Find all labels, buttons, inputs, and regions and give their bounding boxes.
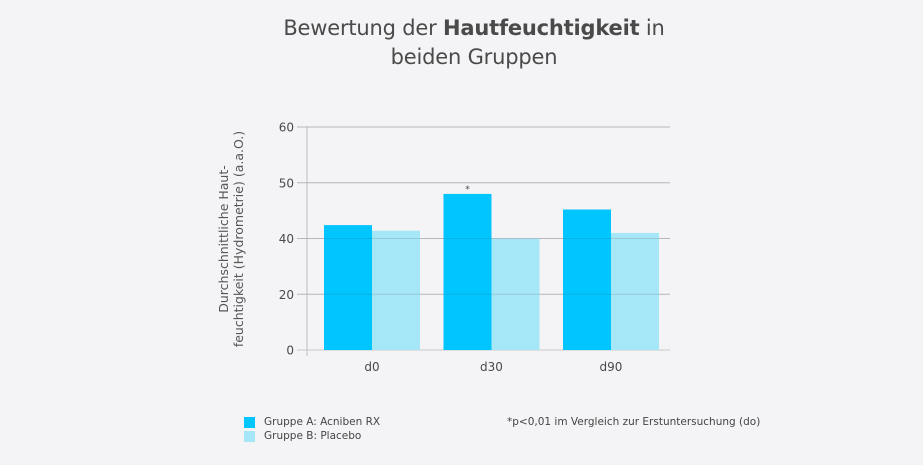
legend-item-a: Gruppe A: Acniben RX	[244, 415, 380, 429]
legend-label-a: Gruppe A: Acniben RX	[264, 416, 381, 428]
bar-d90-a	[563, 209, 611, 350]
x-tick-label: d90	[600, 360, 623, 374]
legend-item-b: Gruppe B: Placebo	[244, 429, 380, 443]
bar-d0-b	[372, 230, 420, 350]
legend-swatch-b	[244, 430, 255, 442]
y-tick-label: 0	[286, 344, 294, 358]
title-bold: Hautfeuchtigkeit	[443, 16, 640, 40]
y-tick-label: 50	[279, 176, 294, 190]
title-suffix: in	[639, 16, 665, 40]
legend-label-b: Gruppe B: Placebo	[264, 430, 362, 442]
chart-title: Bewertung der Hautfeuchtigkeit in beiden…	[0, 14, 923, 72]
bar-d30-b	[491, 238, 540, 350]
x-tick-label: d0	[364, 360, 379, 374]
bar-d30-a	[443, 193, 492, 350]
title-prefix: Bewertung der	[283, 16, 444, 40]
title-line2: beiden Gruppen	[390, 45, 558, 69]
bar-d0-a	[324, 225, 372, 350]
legend-swatch-a	[244, 416, 255, 428]
y-tick-label: 20	[279, 288, 294, 302]
y-tick-label: 60	[279, 121, 294, 135]
bar-d90-b	[611, 232, 659, 350]
x-tick-label: d30	[480, 360, 503, 374]
legend: Gruppe A: Acniben RX Gruppe B: Placebo	[244, 415, 380, 443]
y-tick-label: 40	[279, 232, 294, 246]
significance-marker: *	[465, 185, 470, 195]
footnote: *p<0,01 im Vergleich zur Erstuntersuchun…	[507, 416, 761, 428]
